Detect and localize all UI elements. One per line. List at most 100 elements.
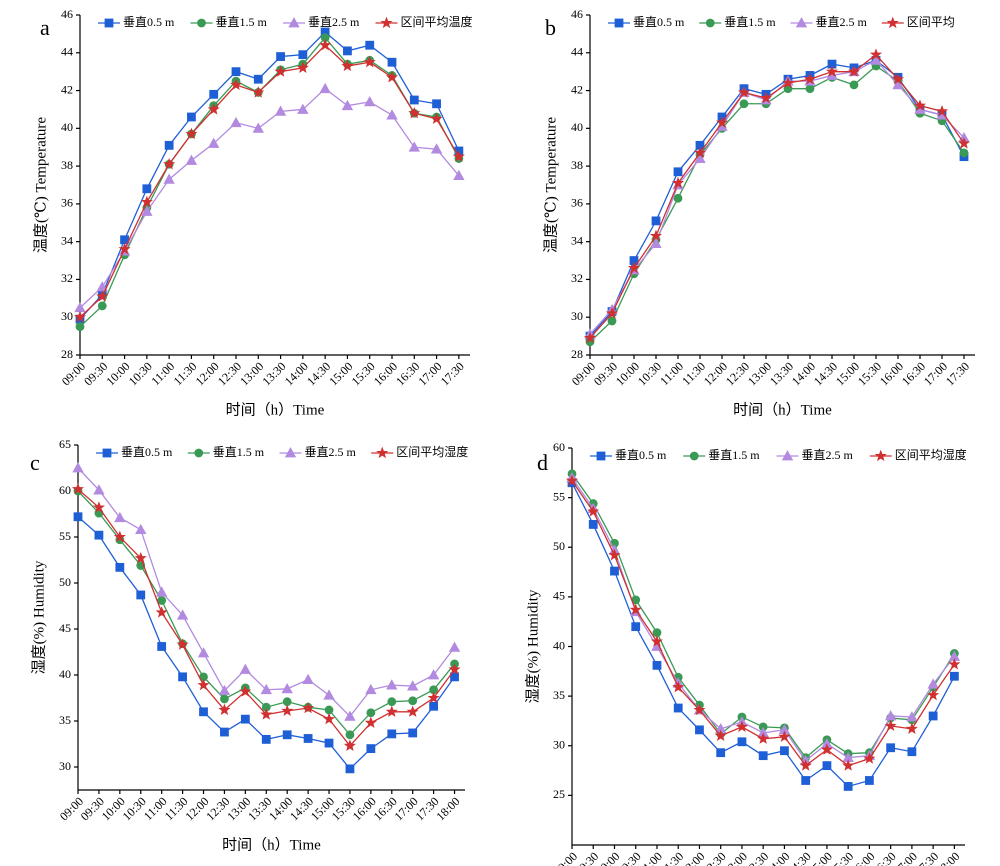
legend-label: 垂直0.5 m (123, 15, 175, 29)
marker (345, 730, 355, 740)
marker (651, 216, 661, 226)
marker (874, 449, 887, 462)
marker (583, 331, 597, 344)
marker (239, 685, 252, 697)
series-line (79, 87, 460, 309)
marker (197, 678, 210, 691)
marker (281, 682, 293, 694)
legend-label: 垂直2.5 m (305, 445, 357, 459)
marker (430, 112, 443, 125)
marker (94, 530, 104, 540)
marker (450, 672, 459, 682)
marker (693, 146, 707, 159)
x-tick-label: 10:30 (635, 359, 664, 388)
marker (229, 78, 243, 91)
marker (432, 99, 441, 109)
marker (448, 663, 461, 675)
marker (689, 451, 699, 461)
marker (288, 17, 300, 28)
marker (650, 237, 662, 248)
series-line (589, 65, 965, 343)
marker (284, 447, 297, 458)
y-tick-label: 45 (59, 621, 71, 635)
marker (842, 759, 855, 771)
marker (296, 61, 309, 74)
marker (737, 86, 751, 98)
marker (927, 688, 940, 701)
x-tick-label: 13:30 (259, 359, 288, 388)
marker (409, 95, 419, 105)
marker (805, 84, 815, 94)
marker (759, 91, 773, 104)
marker (72, 462, 84, 473)
marker (218, 703, 231, 716)
marker (892, 79, 904, 90)
marker (799, 759, 812, 771)
marker (231, 67, 241, 77)
x-tick-label: 13:00 (745, 359, 774, 388)
y-tick-label: 60 (553, 440, 565, 454)
y-tick-label: 28 (61, 347, 73, 361)
x-tick-label: 11:00 (657, 359, 686, 388)
y-tick-label: 28 (571, 347, 583, 361)
series-line (77, 467, 456, 718)
y-tick-label: 44 (61, 45, 73, 59)
marker (957, 137, 971, 149)
y-tick-label: 46 (61, 7, 73, 21)
y-axis-label: 温度(℃) Temperature (542, 117, 559, 253)
marker (176, 609, 189, 620)
x-tick-label: 12:00 (701, 359, 730, 388)
marker (102, 448, 112, 458)
marker (778, 730, 791, 742)
marker (364, 716, 377, 728)
marker (865, 776, 874, 785)
marker (737, 737, 747, 747)
legend-label: 垂直1.5 m (708, 448, 760, 462)
marker (820, 743, 833, 755)
marker (345, 764, 355, 774)
marker (588, 520, 598, 529)
y-tick-label: 46 (571, 7, 583, 21)
y-axis-label: 温度(℃) Temperature (32, 117, 49, 253)
marker (387, 57, 397, 67)
y-tick-label: 38 (61, 158, 73, 172)
marker (429, 701, 439, 711)
marker (869, 48, 883, 60)
marker (118, 242, 131, 255)
marker (673, 193, 683, 203)
y-tick-label: 32 (571, 271, 583, 285)
marker (801, 776, 811, 785)
marker (408, 141, 420, 152)
marker (323, 689, 335, 700)
marker (93, 484, 105, 495)
marker (104, 18, 114, 28)
marker (387, 697, 397, 707)
series-line (77, 490, 456, 736)
marker (319, 82, 331, 94)
y-tick-label: 30 (553, 738, 565, 752)
x-tick-label: 17:00 (921, 359, 950, 388)
marker (385, 70, 399, 83)
marker (608, 548, 621, 561)
marker (364, 96, 376, 107)
marker (163, 173, 175, 184)
marker (115, 562, 125, 572)
marker (75, 322, 85, 332)
marker (140, 195, 153, 208)
marker (218, 684, 231, 696)
x-tick-label: 10:30 (126, 359, 155, 388)
marker (376, 446, 389, 459)
legend-label: 垂直2.5 m (816, 15, 868, 29)
legend-label: 区间平均温度 (401, 14, 473, 29)
marker (735, 720, 748, 733)
marker (884, 719, 897, 732)
marker (220, 727, 229, 737)
marker (185, 154, 198, 165)
marker (822, 761, 832, 770)
y-tick-label: 25 (553, 787, 565, 801)
marker (194, 448, 204, 458)
legend-label: 区间平均 (907, 15, 955, 29)
marker (596, 451, 606, 461)
marker (261, 735, 271, 744)
x-tick-label: 13:30 (767, 359, 796, 388)
